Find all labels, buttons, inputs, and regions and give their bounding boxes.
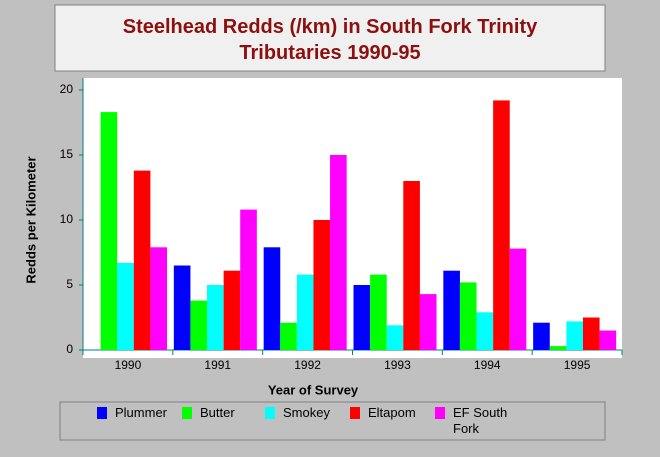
- bar: [476, 312, 494, 350]
- legend-item: Smokey: [265, 405, 353, 421]
- bar: [173, 265, 191, 350]
- bar: [263, 247, 281, 350]
- bar: [582, 317, 600, 350]
- bar: [403, 181, 420, 350]
- legend-box: [59, 401, 606, 441]
- x-tick-label: 1994: [474, 358, 501, 372]
- bar: [296, 274, 314, 350]
- legend-item: Eltapom: [350, 405, 438, 421]
- title-box: [54, 4, 606, 72]
- bar: [313, 220, 331, 350]
- bar: [207, 285, 224, 350]
- bar: [509, 248, 527, 350]
- legend-label: EF South Fork: [453, 405, 508, 436]
- y-tick-label: 15: [60, 147, 74, 161]
- x-tick-label: 1990: [115, 358, 142, 372]
- chart-title: Steelhead Redds (/km) in South Fork Trin…: [123, 16, 538, 64]
- legend-swatch: [350, 407, 360, 419]
- legend-item: EF South Fork: [435, 405, 523, 437]
- bar: [117, 262, 134, 350]
- bar: [549, 346, 567, 350]
- bar: [493, 100, 510, 351]
- bar: [443, 270, 460, 350]
- bar: [459, 282, 477, 350]
- y-tick-label: 5: [66, 277, 73, 291]
- bar: [386, 325, 404, 350]
- legend-label: Butter: [200, 405, 235, 420]
- legend-swatch: [182, 407, 192, 419]
- x-tick-label: 1992: [294, 358, 321, 372]
- legend-swatch: [97, 407, 107, 419]
- bar: [223, 270, 241, 350]
- bar: [533, 322, 550, 350]
- bar: [240, 209, 257, 350]
- x-axis-label: Year of Survey: [268, 382, 359, 397]
- legend-item: Plummer: [97, 405, 185, 421]
- plot-area: [83, 78, 622, 358]
- bar: [133, 170, 151, 350]
- bar: [100, 112, 118, 350]
- y-tick-label: 0: [66, 342, 73, 356]
- y-tick-label: 10: [60, 212, 74, 226]
- bar: [370, 274, 387, 350]
- legend-swatch: [265, 407, 275, 419]
- bar: [150, 247, 167, 350]
- y-tick-label: 20: [60, 82, 74, 96]
- legend-swatch: [435, 407, 445, 419]
- x-tick-label: 1991: [204, 358, 231, 372]
- legend-label: Eltapom: [368, 405, 416, 420]
- legend-item: Butter: [182, 405, 270, 421]
- bar: [190, 300, 208, 350]
- bar: [566, 321, 583, 350]
- bar: [353, 285, 371, 350]
- bar: [419, 294, 437, 350]
- bar: [280, 322, 297, 350]
- legend-label: Plummer: [115, 405, 168, 420]
- bar: [330, 155, 347, 350]
- bar: [599, 330, 617, 350]
- legend-label: Smokey: [283, 405, 330, 420]
- y-axis-label: Redds per Kilometer: [23, 156, 38, 283]
- x-tick-label: 1995: [564, 358, 591, 372]
- x-tick-label: 1993: [384, 358, 411, 372]
